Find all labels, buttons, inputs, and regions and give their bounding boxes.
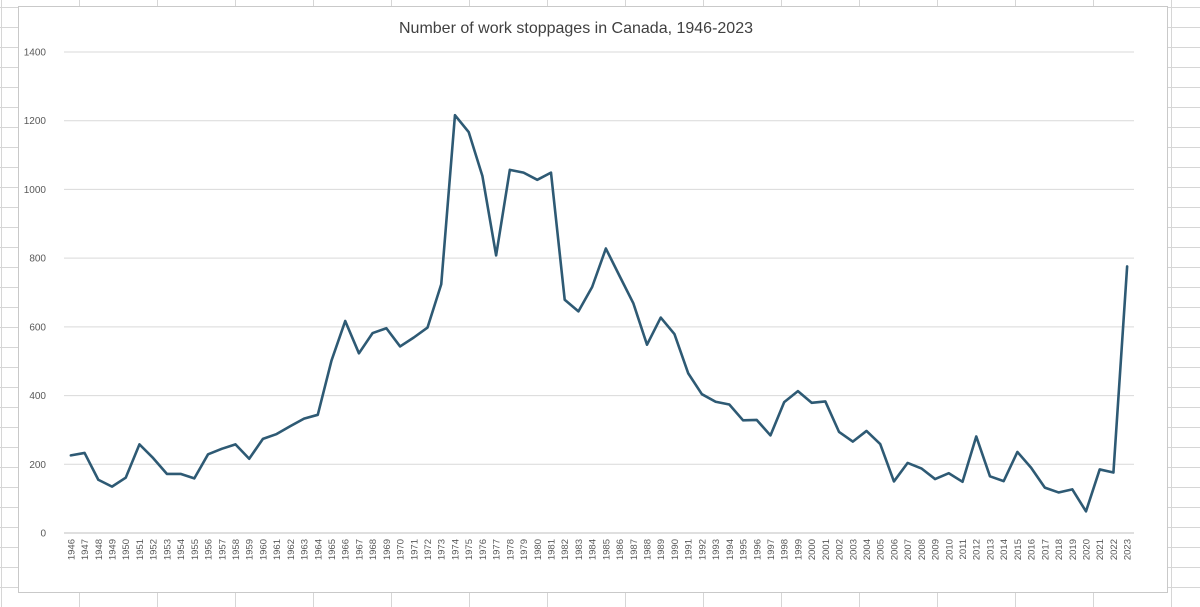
x-tick-label: 1962 bbox=[286, 539, 297, 560]
x-tick-label: 1982 bbox=[560, 539, 571, 560]
x-tick-label: 2015 bbox=[1013, 539, 1024, 560]
y-tick-label: 1400 bbox=[24, 48, 47, 59]
x-tick-label: 1987 bbox=[629, 539, 640, 560]
x-tick-label: 1993 bbox=[711, 539, 722, 560]
x-tick-label: 1949 bbox=[108, 539, 119, 560]
x-tick-label: 1955 bbox=[190, 539, 201, 560]
x-tick-label: 2008 bbox=[917, 539, 928, 560]
x-tick-label: 1951 bbox=[135, 539, 146, 560]
x-tick-label: 1978 bbox=[505, 539, 516, 560]
x-tick-label: 2001 bbox=[821, 539, 832, 560]
x-tick-label: 1989 bbox=[656, 539, 667, 560]
x-tick-label: 2012 bbox=[972, 539, 983, 560]
x-tick-label: 2022 bbox=[1109, 539, 1120, 560]
y-tick-label: 1200 bbox=[24, 116, 47, 127]
x-tick-label: 1996 bbox=[752, 539, 763, 560]
y-tick-label: 1000 bbox=[24, 185, 47, 196]
x-tick-label: 1961 bbox=[272, 539, 283, 560]
x-tick-label: 2020 bbox=[1081, 539, 1092, 560]
x-tick-label: 1991 bbox=[684, 539, 695, 560]
x-tick-label: 2006 bbox=[889, 539, 900, 560]
x-tick-label: 1977 bbox=[492, 539, 503, 560]
x-tick-label: 1984 bbox=[588, 539, 599, 560]
x-tick-label: 1980 bbox=[533, 539, 544, 560]
x-tick-label: 1986 bbox=[615, 539, 626, 560]
x-tick-label: 1960 bbox=[258, 539, 269, 560]
x-tick-label: 1999 bbox=[793, 539, 804, 560]
x-tick-label: 1956 bbox=[204, 539, 215, 560]
x-tick-label: 1975 bbox=[464, 539, 475, 560]
x-tick-label: 2019 bbox=[1068, 539, 1079, 560]
x-tick-label: 1988 bbox=[643, 539, 654, 560]
x-tick-label: 1959 bbox=[245, 539, 256, 560]
x-tick-label: 1973 bbox=[437, 539, 448, 560]
x-tick-label: 1967 bbox=[354, 539, 365, 560]
x-tick-label: 1950 bbox=[121, 539, 132, 560]
x-tick-label: 1954 bbox=[176, 539, 187, 560]
x-tick-label: 1974 bbox=[450, 539, 461, 560]
x-tick-label: 1948 bbox=[94, 539, 105, 560]
x-tick-label: 2007 bbox=[903, 539, 914, 560]
x-tick-label: 1997 bbox=[766, 539, 777, 560]
x-tick-label: 2021 bbox=[1095, 539, 1106, 560]
x-tick-label: 2002 bbox=[835, 539, 846, 560]
x-tick-label: 1992 bbox=[697, 539, 708, 560]
x-tick-label: 2018 bbox=[1054, 539, 1065, 560]
x-tick-label: 1979 bbox=[519, 539, 530, 560]
y-tick-label: 400 bbox=[29, 391, 46, 402]
y-tick-label: 200 bbox=[29, 460, 46, 471]
x-tick-label: 2005 bbox=[876, 539, 887, 560]
x-tick-label: 1976 bbox=[478, 539, 489, 560]
x-tick-label: 1963 bbox=[300, 539, 311, 560]
x-tick-label: 1995 bbox=[739, 539, 750, 560]
chart-title: Number of work stoppages in Canada, 1946… bbox=[399, 20, 753, 37]
x-tick-label: 2004 bbox=[862, 539, 873, 560]
series-line bbox=[69, 113, 1129, 513]
x-tick-label: 1994 bbox=[725, 539, 736, 560]
x-tick-label: 1970 bbox=[396, 539, 407, 560]
x-tick-label: 2016 bbox=[1027, 539, 1038, 560]
x-tick-label: 1958 bbox=[231, 539, 242, 560]
x-tick-label: 1969 bbox=[382, 539, 393, 560]
x-tick-label: 1947 bbox=[80, 539, 91, 560]
x-tick-label: 2011 bbox=[958, 539, 969, 559]
x-tick-label: 1983 bbox=[574, 539, 585, 560]
chart-area: Number of work stoppages in Canada, 1946… bbox=[18, 6, 1168, 593]
x-tick-label: 1953 bbox=[162, 539, 173, 560]
y-tick-label: 800 bbox=[29, 254, 46, 265]
x-tick-label: 1998 bbox=[780, 539, 791, 560]
x-tick-label: 1965 bbox=[327, 539, 338, 560]
x-tick-label: 2010 bbox=[944, 539, 955, 560]
x-tick-label: 1985 bbox=[601, 539, 612, 560]
x-tick-label: 2000 bbox=[807, 539, 818, 560]
x-tick-label: 1964 bbox=[313, 539, 324, 560]
x-tick-label: 1957 bbox=[217, 539, 228, 560]
x-tick-label: 1981 bbox=[546, 539, 557, 560]
x-tick-label: 2009 bbox=[931, 539, 942, 560]
x-tick-label: 2013 bbox=[985, 539, 996, 560]
x-tick-label: 2003 bbox=[848, 539, 859, 560]
x-tick-label: 1990 bbox=[670, 539, 681, 560]
x-tick-label: 1946 bbox=[66, 539, 77, 560]
x-tick-label: 1968 bbox=[368, 539, 379, 560]
x-tick-label: 2023 bbox=[1123, 539, 1134, 560]
y-tick-label: 600 bbox=[29, 322, 46, 333]
x-tick-label: 1971 bbox=[409, 539, 420, 560]
x-tick-label: 1966 bbox=[341, 539, 352, 560]
x-tick-label: 2014 bbox=[999, 539, 1010, 560]
x-tick-label: 1972 bbox=[423, 539, 434, 560]
x-tick-label: 2017 bbox=[1040, 539, 1051, 560]
line-chart: Number of work stoppages in Canada, 1946… bbox=[24, 20, 1134, 560]
x-tick-label: 1952 bbox=[149, 539, 160, 560]
y-tick-label: 0 bbox=[40, 529, 46, 540]
